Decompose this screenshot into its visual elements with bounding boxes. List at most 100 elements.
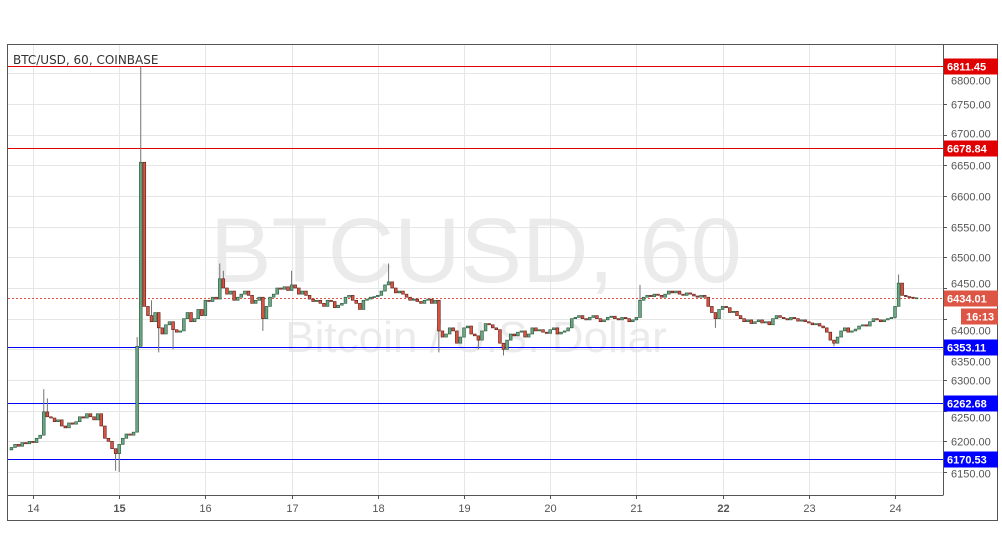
candle-down <box>656 293 660 296</box>
candle-up <box>275 287 279 295</box>
candle-down <box>613 315 617 319</box>
candle-up <box>210 296 215 302</box>
candle-up <box>684 292 689 296</box>
candle-up <box>605 317 610 321</box>
candle-down <box>207 299 211 302</box>
candle-up <box>480 330 484 341</box>
candle-up <box>397 290 402 294</box>
candle-up <box>196 309 200 319</box>
candle-down <box>455 330 459 344</box>
candle-down <box>742 318 746 323</box>
candle-down <box>864 324 868 327</box>
candle-up <box>537 329 542 332</box>
candle-up <box>372 296 376 298</box>
time-axis[interactable]: 14 15 16 17 18 19 20 21 22 23 24 <box>27 495 902 515</box>
price-axis[interactable]: 6800.00 6750.00 6700.00 6650.00 6600.00 6550.… <box>943 73 991 481</box>
candle-down <box>911 296 915 299</box>
candle-up <box>67 422 71 429</box>
candle-down <box>297 287 301 295</box>
candle-down <box>713 312 718 319</box>
candle-up <box>386 281 391 286</box>
candle-down <box>792 317 797 319</box>
candle-up <box>577 315 581 318</box>
candle-up <box>178 330 182 333</box>
candle-down <box>702 295 707 298</box>
candle-down <box>92 416 96 421</box>
candle-down <box>803 319 807 323</box>
candle-up <box>505 339 509 350</box>
candle-down <box>710 306 714 313</box>
candle-up <box>835 336 840 344</box>
candle-up <box>641 296 646 301</box>
candle-up <box>34 437 39 443</box>
time-tick-label: 23 <box>803 503 815 515</box>
level-price-label: 6811.45 <box>947 62 986 74</box>
candle-up <box>814 323 818 326</box>
candle-up <box>56 419 60 423</box>
candle-up <box>139 161 143 347</box>
candle-up <box>893 306 897 318</box>
time-tick-label: 16 <box>199 503 211 515</box>
candle-down <box>498 329 502 344</box>
candle-up <box>860 324 865 327</box>
candle-up <box>20 442 24 447</box>
candle-down <box>261 296 265 319</box>
candle-up <box>268 296 272 307</box>
price-tick-label: 6300.00 <box>951 376 991 388</box>
candle-down <box>401 290 405 295</box>
candle-up <box>282 286 287 290</box>
price-tick-label: 6200.00 <box>951 437 991 449</box>
candle-down <box>735 311 739 316</box>
candle-down <box>106 437 111 442</box>
candle-up <box>135 345 139 433</box>
candle-up <box>361 299 366 310</box>
candle-up <box>839 330 843 338</box>
candle-down <box>817 323 822 327</box>
candle-up <box>746 319 750 323</box>
candle-up <box>182 318 186 332</box>
time-tick-label: 15 <box>113 503 125 515</box>
candle-up <box>882 319 886 323</box>
level-price-badge <box>944 339 998 356</box>
candle-down <box>692 293 696 297</box>
candle-up <box>458 336 463 344</box>
candle-down <box>70 422 75 425</box>
candle-down <box>52 417 57 423</box>
candle-down <box>221 278 226 289</box>
candle-up <box>289 284 294 291</box>
candle-up <box>253 299 258 304</box>
candle-down <box>649 295 653 297</box>
candle-down <box>760 319 764 324</box>
time-tick-label: 24 <box>889 503 901 515</box>
candle-up <box>368 296 373 300</box>
level-price-badge <box>944 58 998 75</box>
candle-down <box>616 318 621 321</box>
candle-up <box>896 282 901 307</box>
candle-up <box>771 318 775 326</box>
candle-up <box>124 433 129 439</box>
candle-up <box>131 431 136 436</box>
time-tick-label: 20 <box>544 503 556 515</box>
candle-down <box>171 321 175 331</box>
candle-down <box>778 315 782 318</box>
candle-down <box>580 315 585 319</box>
candle-up <box>645 295 649 298</box>
candle-down <box>103 425 107 439</box>
candle-up <box>609 315 613 318</box>
candle-down <box>419 301 423 304</box>
candle-up <box>447 327 452 335</box>
candle-up <box>228 290 233 295</box>
candle-down <box>214 296 218 300</box>
candle-down <box>900 282 904 296</box>
candle-up <box>422 299 427 304</box>
candle-down <box>695 295 700 298</box>
price-tick-label: 6550.00 <box>951 223 991 235</box>
level-price-label: 6170.53 <box>947 455 987 467</box>
candle-up <box>850 330 854 333</box>
candle-up <box>508 333 513 341</box>
candle-up <box>631 319 635 323</box>
last-price-badge <box>944 290 998 307</box>
candle-up <box>433 299 437 304</box>
candle-down <box>390 281 394 289</box>
